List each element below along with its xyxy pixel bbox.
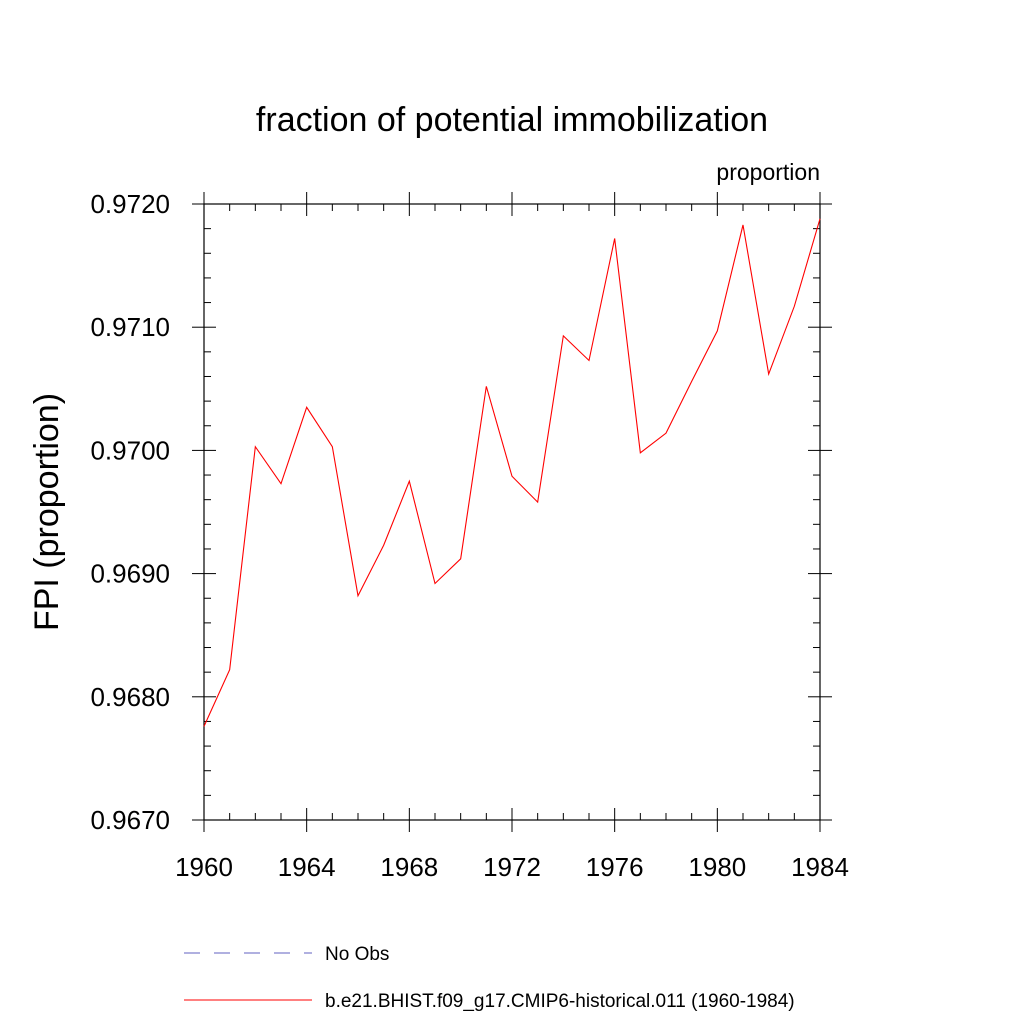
x-tick-label: 1984 (791, 852, 849, 882)
plot-frame (203, 203, 821, 821)
x-tick-label: 1968 (380, 852, 438, 882)
y-axis-label: FPI (proportion) (28, 393, 66, 631)
y-tick-label: 0.9680 (90, 682, 170, 712)
x-tick-label: 1960 (175, 852, 233, 882)
y-tick-label: 0.9670 (90, 805, 170, 835)
chart-title: fraction of potential immobilization (256, 101, 768, 139)
series-line (203, 218, 821, 727)
y-tick-label: 0.9700 (90, 435, 170, 465)
x-tick-label: 1972 (483, 852, 541, 882)
y-tick-label: 0.9690 (90, 559, 170, 589)
y-tick-label: 0.9720 (90, 189, 170, 219)
x-tick-label: 1980 (688, 852, 746, 882)
axes: 1960 1964 1968 1972 1976 1980 1984 0.9670 0.9680… (90, 189, 848, 882)
x-tick-label: 1976 (586, 852, 644, 882)
legend-label: No Obs (325, 944, 389, 965)
data-lines (203, 218, 821, 727)
x-tick-label: 1964 (278, 852, 336, 882)
legend-label: b.e21.BHIST.f09_g17.CMIP6-historical.011… (325, 991, 795, 1012)
legend: No Obs b.e21.BHIST.f09_g17.CMIP6-historic… (184, 944, 795, 1012)
units-label: proportion (716, 159, 820, 185)
y-tick-label: 0.9710 (90, 312, 170, 342)
